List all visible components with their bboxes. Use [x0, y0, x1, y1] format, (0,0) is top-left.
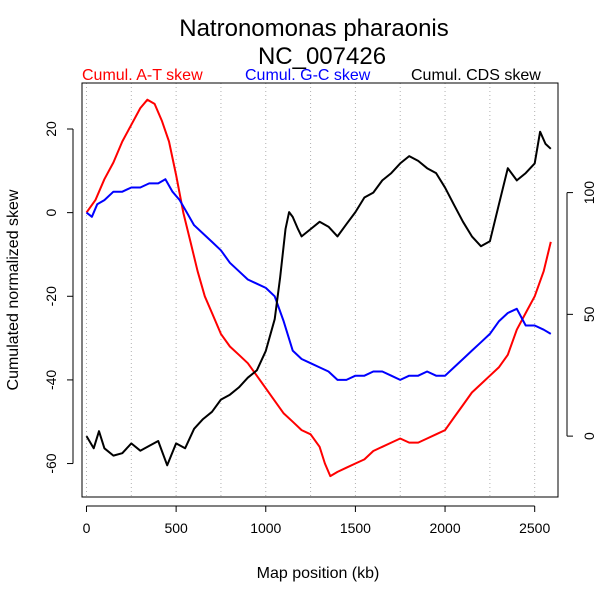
- x-axis: 0 500 1000 1500 2000 2500: [83, 505, 550, 536]
- x-tick-label: 1500: [340, 520, 371, 536]
- x-tick-label: 2000: [429, 520, 460, 536]
- x-tick-label: 0: [83, 520, 91, 536]
- series-line-1: [85, 178, 552, 381]
- legend-cds-skew: Cumul. CDS skew: [411, 67, 541, 84]
- y-tick-label: -20: [43, 286, 59, 306]
- y-axis-right: 0 50 100: [566, 181, 597, 440]
- vertical-grid: [85, 83, 536, 497]
- x-tick-label: 1000: [250, 520, 281, 536]
- y-tick-label: 20: [43, 121, 59, 137]
- series-line-2: [85, 130, 552, 467]
- chart-title: Natronomonas pharaonis: [179, 15, 449, 42]
- y2-tick-label: 50: [581, 306, 597, 322]
- y-tick-label: 0: [43, 209, 59, 217]
- chart-subtitle: NC_007426: [258, 43, 386, 70]
- y-axis-left: -60 -40 -20 0 20: [43, 121, 74, 474]
- x-tick-label: 500: [164, 520, 188, 536]
- y2-tick-label: 0: [581, 432, 597, 440]
- y-tick-label: -40: [43, 370, 59, 390]
- y2-tick-label: 100: [581, 181, 597, 205]
- plot-frame: [81, 82, 559, 498]
- x-axis-label: Map position (kb): [257, 565, 380, 582]
- y-axis-label: Cumulated normalized skew: [5, 189, 22, 390]
- series-lines: [85, 98, 552, 478]
- legend-at-skew: Cumul. A-T skew: [82, 67, 203, 84]
- x-tick-label: 2500: [519, 520, 550, 536]
- series-line-0: [85, 98, 552, 478]
- legend-gc-skew: Cumul. G-C skew: [245, 67, 371, 84]
- y-tick-label: -60: [43, 453, 59, 473]
